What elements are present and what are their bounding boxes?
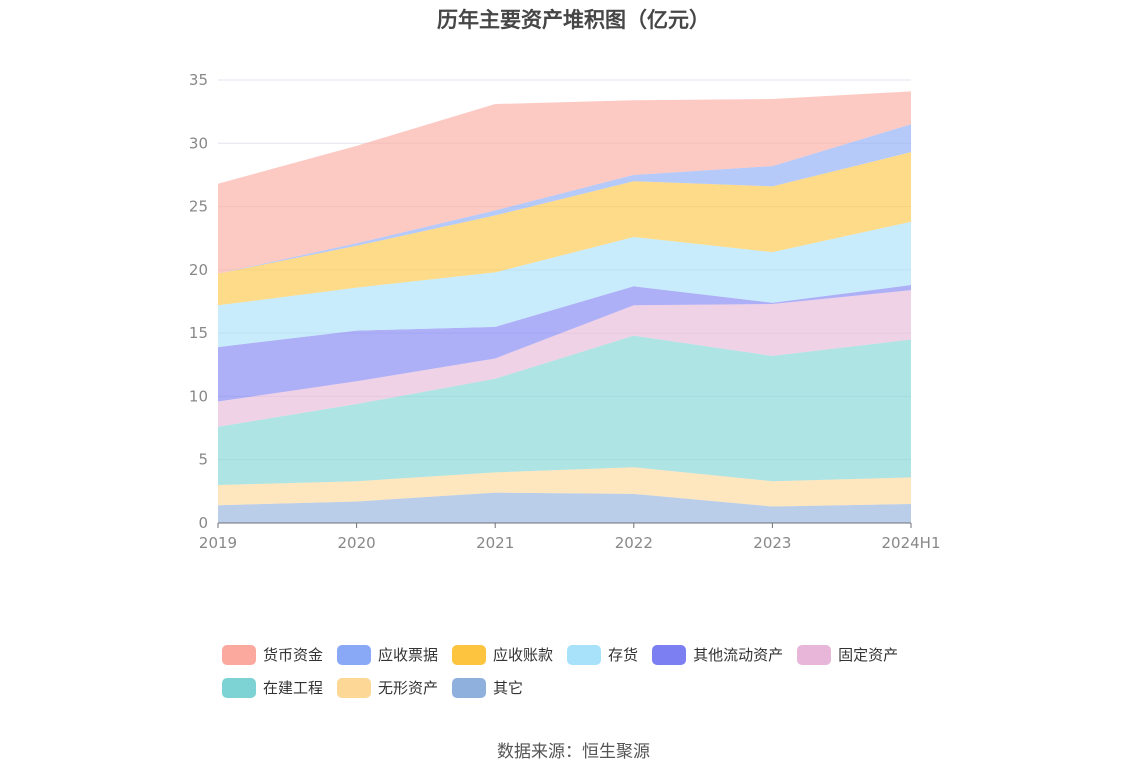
series-area — [218, 221, 911, 348]
legend-swatch — [652, 644, 687, 665]
y-tick-label: 5 — [198, 451, 208, 469]
legend-label: 应收票据 — [378, 646, 439, 664]
legend-item[interactable]: 存货 — [567, 644, 638, 665]
y-tick-label: 35 — [189, 71, 208, 89]
x-tick-label: 2019 — [199, 534, 237, 552]
legend-row: 货币资金 应收票据 应收账款 存货 其他流动资产 固定资产 — [222, 638, 942, 671]
series-area — [218, 335, 911, 486]
legend-label: 存货 — [608, 646, 639, 664]
legend-swatch — [337, 677, 372, 698]
axes: 0 5 10 15 20 25 30 35 2019 2020 2021 2022 2023 2024H1 — [189, 71, 941, 552]
series-area — [218, 152, 911, 306]
x-tick-label: 2022 — [615, 534, 653, 552]
series-area — [218, 91, 911, 274]
y-tick-label: 10 — [189, 387, 208, 405]
legend-item[interactable]: 其它 — [452, 677, 523, 698]
legend-item[interactable]: 在建工程 — [222, 677, 323, 698]
series-area — [218, 492, 911, 523]
chart-title: 历年主要资产堆积图（亿元） — [437, 8, 710, 32]
legend-row: 在建工程 无形资产 其它 — [222, 671, 942, 704]
x-tick-label: 2024H1 — [882, 534, 941, 552]
x-tick-label: 2023 — [753, 534, 791, 552]
legend-label: 其它 — [493, 679, 524, 697]
legend: 货币资金 应收票据 应收账款 存货 其他流动资产 固定资产在建工程 无形资产 其它 — [222, 638, 942, 704]
x-tick-label: 2020 — [338, 534, 376, 552]
legend-label: 货币资金 — [263, 646, 324, 664]
y-tick-label: 25 — [189, 198, 208, 216]
legend-item[interactable]: 无形资产 — [337, 677, 438, 698]
data-source-note: 数据来源：恒生聚源 — [497, 742, 650, 762]
legend-label: 固定资产 — [838, 646, 899, 664]
legend-item[interactable]: 其他流动资产 — [652, 644, 783, 665]
legend-item[interactable]: 应收账款 — [452, 644, 553, 665]
legend-item[interactable]: 固定资产 — [797, 644, 898, 665]
series-area — [218, 467, 911, 507]
legend-item[interactable]: 应收票据 — [337, 644, 438, 665]
legend-label: 应收账款 — [493, 646, 554, 664]
legend-swatch — [452, 677, 487, 698]
legend-swatch — [797, 644, 832, 665]
y-tick-label: 20 — [189, 261, 208, 279]
legend-swatch — [452, 644, 487, 665]
legend-label: 在建工程 — [263, 679, 324, 697]
legend-swatch — [567, 644, 602, 665]
y-tick-label: 15 — [189, 324, 208, 342]
area-series — [218, 91, 911, 523]
series-area — [218, 285, 911, 402]
legend-swatch — [222, 677, 256, 698]
legend-item[interactable]: 货币资金 — [222, 644, 323, 665]
legend-label: 无形资产 — [378, 679, 439, 697]
legend-swatch — [222, 644, 256, 665]
x-tick-label: 2021 — [476, 534, 514, 552]
series-area — [218, 124, 911, 274]
y-tick-label: 0 — [198, 514, 208, 532]
legend-swatch — [337, 644, 372, 665]
series-area — [218, 290, 911, 427]
legend-label: 其他流动资产 — [693, 646, 784, 664]
y-tick-label: 30 — [189, 134, 208, 152]
